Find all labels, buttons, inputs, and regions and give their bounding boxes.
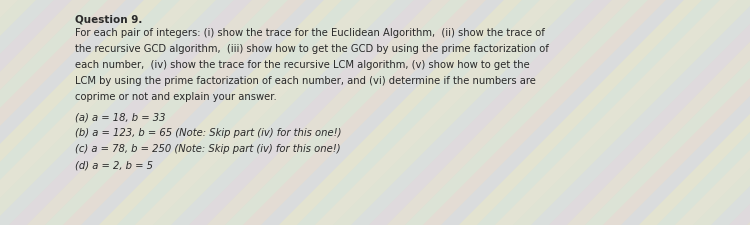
Polygon shape [711,0,750,225]
Polygon shape [81,0,324,225]
Polygon shape [369,0,612,225]
Polygon shape [531,0,750,225]
Text: For each pair of integers: (i) show the trace for the Euclidean Algorithm,  (ii): For each pair of integers: (i) show the … [75,28,544,38]
Polygon shape [225,0,468,225]
Polygon shape [693,0,750,225]
Polygon shape [675,0,750,225]
Polygon shape [747,0,750,225]
Polygon shape [261,0,504,225]
Polygon shape [729,0,750,225]
Polygon shape [0,0,18,225]
Polygon shape [243,0,486,225]
Polygon shape [477,0,720,225]
Text: (b) a = 123, b = 65 (Note: Skip part (iv) for this one!): (b) a = 123, b = 65 (Note: Skip part (iv… [75,128,341,138]
Polygon shape [0,0,36,225]
Polygon shape [333,0,576,225]
Polygon shape [315,0,558,225]
Polygon shape [621,0,750,225]
Polygon shape [405,0,648,225]
Polygon shape [0,0,234,225]
Polygon shape [9,0,252,225]
Polygon shape [441,0,684,225]
Polygon shape [657,0,750,225]
Polygon shape [351,0,594,225]
Polygon shape [99,0,342,225]
Polygon shape [279,0,522,225]
Polygon shape [0,0,108,225]
Polygon shape [297,0,540,225]
Polygon shape [495,0,738,225]
Text: coprime or not and explain your answer.: coprime or not and explain your answer. [75,92,277,102]
Polygon shape [0,0,198,225]
Polygon shape [0,0,162,225]
Polygon shape [0,0,72,225]
Polygon shape [153,0,396,225]
Text: (d) a = 2, b = 5: (d) a = 2, b = 5 [75,160,153,170]
Text: (c) a = 78, b = 250 (Note: Skip part (iv) for this one!): (c) a = 78, b = 250 (Note: Skip part (iv… [75,144,340,154]
Polygon shape [513,0,750,225]
Text: the recursive GCD algorithm,  (iii) show how to get the GCD by using the prime f: the recursive GCD algorithm, (iii) show … [75,44,549,54]
Polygon shape [207,0,450,225]
Polygon shape [639,0,750,225]
Text: LCM by using the prime factorization of each number, and (vi) determine if the n: LCM by using the prime factorization of … [75,76,536,86]
Polygon shape [27,0,270,225]
Text: (a) a = 18, b = 33: (a) a = 18, b = 33 [75,112,166,122]
Polygon shape [585,0,750,225]
Polygon shape [0,0,180,225]
Polygon shape [0,0,144,225]
Polygon shape [135,0,378,225]
Text: each number,  (iv) show the trace for the recursive LCM algorithm, (v) show how : each number, (iv) show the trace for the… [75,60,530,70]
Polygon shape [459,0,702,225]
Polygon shape [0,0,90,225]
Polygon shape [0,0,126,225]
Polygon shape [387,0,630,225]
Polygon shape [549,0,750,225]
Polygon shape [0,0,54,225]
Polygon shape [117,0,360,225]
Polygon shape [567,0,750,225]
Polygon shape [45,0,288,225]
Polygon shape [189,0,432,225]
Text: Question 9.: Question 9. [75,14,142,24]
Polygon shape [423,0,666,225]
Polygon shape [0,0,216,225]
Polygon shape [603,0,750,225]
Polygon shape [171,0,414,225]
Polygon shape [63,0,306,225]
